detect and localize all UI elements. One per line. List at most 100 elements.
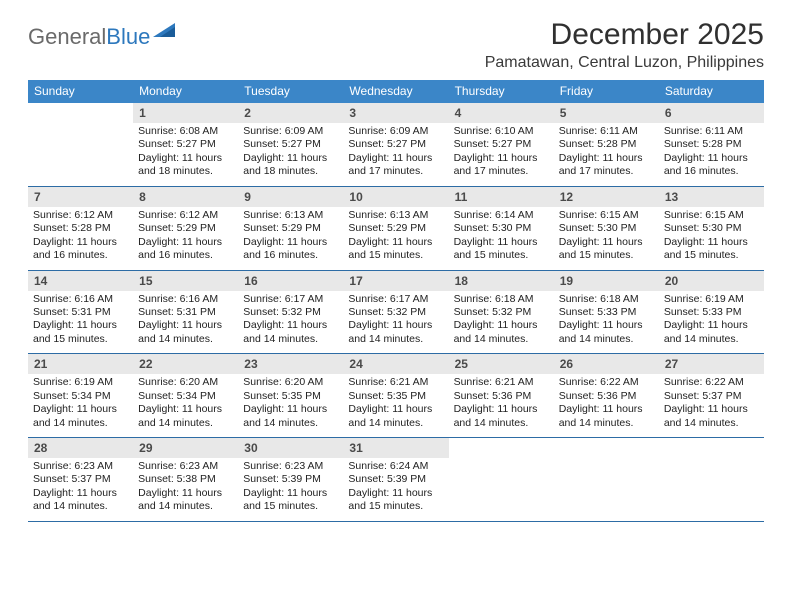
day-detail-line: and 18 minutes. [243,165,338,178]
day-detail-line: and 16 minutes. [243,249,338,262]
day-cell: Sunrise: 6:17 AMSunset: 5:32 PMDaylight:… [343,291,448,354]
day-number: 21 [28,354,133,374]
daynum-row: 28293031 [28,438,764,458]
day-detail-line: and 14 minutes. [454,333,549,346]
weekday-header: Thursday [449,80,554,103]
day-detail-line: Sunrise: 6:18 AM [559,293,654,306]
weekday-header: Monday [133,80,238,103]
day-number: 26 [554,354,659,374]
day-number: 22 [133,354,238,374]
day-cell: Sunrise: 6:20 AMSunset: 5:34 PMDaylight:… [133,374,238,437]
day-detail-line: Daylight: 11 hours [138,152,233,165]
day-detail-line: and 15 minutes. [664,249,759,262]
day-detail-line: and 15 minutes. [348,249,443,262]
day-detail-line: Sunset: 5:30 PM [559,222,654,235]
week-body-row: Sunrise: 6:12 AMSunset: 5:28 PMDaylight:… [28,207,764,271]
day-number: 27 [659,354,764,374]
day-detail-line: Sunrise: 6:23 AM [33,460,128,473]
day-detail-line: Sunrise: 6:19 AM [33,376,128,389]
page-title: December 2025 [485,18,764,52]
day-detail-line: Sunset: 5:27 PM [454,138,549,151]
day-cell: Sunrise: 6:21 AMSunset: 5:35 PMDaylight:… [343,374,448,437]
day-detail-line: Daylight: 11 hours [243,487,338,500]
day-detail-line: Daylight: 11 hours [664,319,759,332]
day-cell: Sunrise: 6:24 AMSunset: 5:39 PMDaylight:… [343,458,448,521]
day-number: 1 [133,103,238,123]
week-body-row: Sunrise: 6:08 AMSunset: 5:27 PMDaylight:… [28,123,764,187]
day-cell: Sunrise: 6:18 AMSunset: 5:33 PMDaylight:… [554,291,659,354]
day-detail-line: and 15 minutes. [559,249,654,262]
day-number [659,438,764,458]
day-number: 5 [554,103,659,123]
day-number: 28 [28,438,133,458]
day-cell: Sunrise: 6:20 AMSunset: 5:35 PMDaylight:… [238,374,343,437]
day-cell: Sunrise: 6:17 AMSunset: 5:32 PMDaylight:… [238,291,343,354]
day-number: 3 [343,103,448,123]
day-detail-line: Sunset: 5:33 PM [559,306,654,319]
weekday-header: Sunday [28,80,133,103]
day-detail-line: Sunset: 5:28 PM [559,138,654,151]
day-detail-line: Sunset: 5:36 PM [559,390,654,403]
day-number [554,438,659,458]
day-cell: Sunrise: 6:23 AMSunset: 5:37 PMDaylight:… [28,458,133,521]
day-cell: Sunrise: 6:11 AMSunset: 5:28 PMDaylight:… [659,123,764,186]
day-detail-line: Sunrise: 6:14 AM [454,209,549,222]
day-detail-line: Sunrise: 6:22 AM [664,376,759,389]
daynum-row: 78910111213 [28,187,764,207]
day-detail-line: Sunrise: 6:13 AM [243,209,338,222]
day-detail-line: and 16 minutes. [138,249,233,262]
logo: GeneralBlue [28,24,179,50]
day-detail-line: and 14 minutes. [138,500,233,513]
day-number: 25 [449,354,554,374]
day-detail-line: Daylight: 11 hours [33,236,128,249]
day-detail-line: Sunset: 5:39 PM [348,473,443,486]
day-detail-line: Sunrise: 6:19 AM [664,293,759,306]
day-cell: Sunrise: 6:22 AMSunset: 5:37 PMDaylight:… [659,374,764,437]
weekday-header: Wednesday [343,80,448,103]
day-number: 18 [449,271,554,291]
day-number: 15 [133,271,238,291]
day-detail-line: Sunrise: 6:08 AM [138,125,233,138]
day-detail-line: Daylight: 11 hours [664,403,759,416]
day-cell: Sunrise: 6:15 AMSunset: 5:30 PMDaylight:… [659,207,764,270]
day-detail-line: Sunrise: 6:16 AM [138,293,233,306]
day-cell: Sunrise: 6:09 AMSunset: 5:27 PMDaylight:… [238,123,343,186]
day-detail-line: Sunset: 5:37 PM [664,390,759,403]
day-detail-line: Daylight: 11 hours [348,236,443,249]
day-detail-line: Daylight: 11 hours [348,319,443,332]
logo-triangle-icon [153,21,179,44]
day-number: 20 [659,271,764,291]
day-detail-line: Sunrise: 6:23 AM [138,460,233,473]
day-number: 9 [238,187,343,207]
day-detail-line: Daylight: 11 hours [454,236,549,249]
day-detail-line: and 14 minutes. [138,417,233,430]
day-cell: Sunrise: 6:10 AMSunset: 5:27 PMDaylight:… [449,123,554,186]
day-cell: Sunrise: 6:19 AMSunset: 5:33 PMDaylight:… [659,291,764,354]
day-detail-line: Daylight: 11 hours [243,236,338,249]
day-cell: Sunrise: 6:16 AMSunset: 5:31 PMDaylight:… [28,291,133,354]
day-detail-line: Sunrise: 6:21 AM [454,376,549,389]
day-cell: Sunrise: 6:12 AMSunset: 5:28 PMDaylight:… [28,207,133,270]
day-detail-line: Sunset: 5:35 PM [348,390,443,403]
week-body-row: Sunrise: 6:19 AMSunset: 5:34 PMDaylight:… [28,374,764,438]
day-number: 12 [554,187,659,207]
day-detail-line: Sunset: 5:29 PM [243,222,338,235]
day-detail-line: Sunset: 5:27 PM [138,138,233,151]
weekday-header: Tuesday [238,80,343,103]
day-detail-line: Sunrise: 6:18 AM [454,293,549,306]
day-detail-line: Sunset: 5:31 PM [33,306,128,319]
day-detail-line: and 14 minutes. [243,333,338,346]
day-number: 13 [659,187,764,207]
daynum-row: 21222324252627 [28,354,764,374]
day-number: 14 [28,271,133,291]
day-number: 30 [238,438,343,458]
day-cell: Sunrise: 6:23 AMSunset: 5:38 PMDaylight:… [133,458,238,521]
day-detail-line: Sunset: 5:30 PM [664,222,759,235]
day-detail-line: and 14 minutes. [348,417,443,430]
day-detail-line: and 16 minutes. [664,165,759,178]
day-detail-line: Sunrise: 6:20 AM [138,376,233,389]
day-detail-line: Sunrise: 6:12 AM [33,209,128,222]
day-cell: Sunrise: 6:19 AMSunset: 5:34 PMDaylight:… [28,374,133,437]
day-detail-line: Sunrise: 6:15 AM [559,209,654,222]
day-number: 17 [343,271,448,291]
